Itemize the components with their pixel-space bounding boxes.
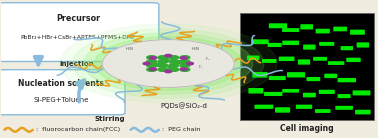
Circle shape xyxy=(180,57,187,59)
FancyBboxPatch shape xyxy=(269,23,287,28)
Text: PQDs@SiO₂-d: PQDs@SiO₂-d xyxy=(160,102,207,109)
Circle shape xyxy=(169,60,179,63)
FancyBboxPatch shape xyxy=(341,46,353,50)
Text: Cell imaging: Cell imaging xyxy=(280,124,333,133)
Circle shape xyxy=(180,64,190,67)
Circle shape xyxy=(175,61,183,64)
FancyBboxPatch shape xyxy=(313,57,327,61)
Text: Nucleation solvents: Nucleation solvents xyxy=(18,79,104,88)
Circle shape xyxy=(169,68,179,71)
FancyBboxPatch shape xyxy=(264,92,282,96)
FancyBboxPatch shape xyxy=(303,93,316,97)
FancyBboxPatch shape xyxy=(0,70,125,115)
Circle shape xyxy=(158,60,168,63)
FancyBboxPatch shape xyxy=(350,30,365,35)
Circle shape xyxy=(180,68,187,70)
FancyBboxPatch shape xyxy=(247,55,259,60)
Circle shape xyxy=(60,24,277,103)
FancyBboxPatch shape xyxy=(275,107,290,113)
Circle shape xyxy=(147,64,156,67)
FancyBboxPatch shape xyxy=(353,90,370,95)
Text: Stirring: Stirring xyxy=(94,116,125,122)
FancyBboxPatch shape xyxy=(298,59,310,65)
FancyBboxPatch shape xyxy=(251,39,269,44)
Circle shape xyxy=(147,60,156,63)
FancyBboxPatch shape xyxy=(324,74,337,78)
Text: :  fluorocarbon chain(FCC): : fluorocarbon chain(FCC) xyxy=(36,127,121,132)
Circle shape xyxy=(84,33,253,94)
FancyBboxPatch shape xyxy=(338,78,356,82)
Text: :  PEG chain: : PEG chain xyxy=(162,127,200,132)
FancyBboxPatch shape xyxy=(335,106,353,110)
Circle shape xyxy=(147,68,156,71)
Circle shape xyxy=(180,56,190,59)
Circle shape xyxy=(180,60,190,63)
FancyBboxPatch shape xyxy=(328,61,344,65)
Circle shape xyxy=(158,68,168,71)
FancyBboxPatch shape xyxy=(356,42,369,48)
FancyBboxPatch shape xyxy=(282,28,299,32)
Circle shape xyxy=(154,63,162,66)
FancyBboxPatch shape xyxy=(319,42,334,46)
Text: $\rm F_2$: $\rm F_2$ xyxy=(198,63,203,71)
Circle shape xyxy=(158,56,168,59)
Circle shape xyxy=(187,62,194,65)
FancyBboxPatch shape xyxy=(240,13,373,120)
Circle shape xyxy=(158,64,168,67)
FancyBboxPatch shape xyxy=(0,3,159,62)
Circle shape xyxy=(180,68,190,71)
Text: $\rm H_2N$: $\rm H_2N$ xyxy=(191,45,201,53)
Text: Si-PEG+Toluene: Si-PEG+Toluene xyxy=(33,97,88,103)
FancyBboxPatch shape xyxy=(338,94,351,98)
FancyBboxPatch shape xyxy=(333,27,347,31)
FancyBboxPatch shape xyxy=(287,72,305,77)
Circle shape xyxy=(150,68,156,70)
FancyBboxPatch shape xyxy=(268,43,282,47)
Circle shape xyxy=(150,57,156,59)
Circle shape xyxy=(143,62,150,65)
FancyBboxPatch shape xyxy=(315,109,331,113)
FancyBboxPatch shape xyxy=(282,41,299,45)
FancyBboxPatch shape xyxy=(355,110,370,114)
FancyBboxPatch shape xyxy=(262,59,277,63)
FancyBboxPatch shape xyxy=(301,24,313,30)
Circle shape xyxy=(160,58,169,61)
Circle shape xyxy=(102,40,234,87)
Text: $\rm F_3$: $\rm F_3$ xyxy=(204,55,210,63)
FancyBboxPatch shape xyxy=(296,105,312,109)
Circle shape xyxy=(94,37,242,90)
FancyBboxPatch shape xyxy=(303,44,316,50)
Circle shape xyxy=(73,29,264,98)
Circle shape xyxy=(165,70,172,73)
FancyBboxPatch shape xyxy=(269,76,286,80)
Text: Injection: Injection xyxy=(59,62,94,67)
FancyBboxPatch shape xyxy=(254,105,273,109)
Text: $\rm H_2N$: $\rm H_2N$ xyxy=(125,45,135,53)
FancyBboxPatch shape xyxy=(279,57,294,61)
Circle shape xyxy=(147,56,156,59)
FancyBboxPatch shape xyxy=(307,77,320,81)
Text: PbBr₂+HBr+CsBr+APTES+PFMS+DMF: PbBr₂+HBr+CsBr+APTES+PFMS+DMF xyxy=(20,35,136,40)
FancyBboxPatch shape xyxy=(248,88,263,94)
FancyBboxPatch shape xyxy=(346,58,361,62)
FancyBboxPatch shape xyxy=(316,29,330,34)
Text: Precursor: Precursor xyxy=(56,14,100,23)
Circle shape xyxy=(169,64,179,67)
FancyBboxPatch shape xyxy=(253,72,267,78)
Circle shape xyxy=(168,66,176,69)
Circle shape xyxy=(165,54,172,57)
FancyBboxPatch shape xyxy=(319,90,335,94)
Circle shape xyxy=(169,56,179,59)
FancyBboxPatch shape xyxy=(282,89,299,93)
